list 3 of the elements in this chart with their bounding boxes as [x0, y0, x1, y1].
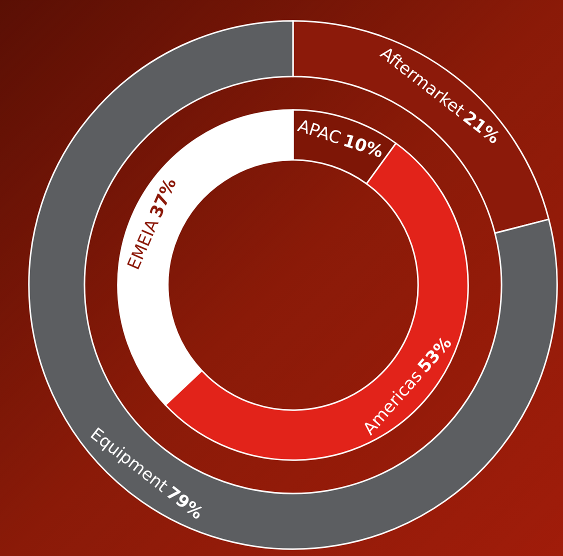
slice-label: APAC — [295, 116, 344, 149]
data-label: 10% — [340, 130, 386, 163]
data-label: 37% — [146, 176, 181, 221]
